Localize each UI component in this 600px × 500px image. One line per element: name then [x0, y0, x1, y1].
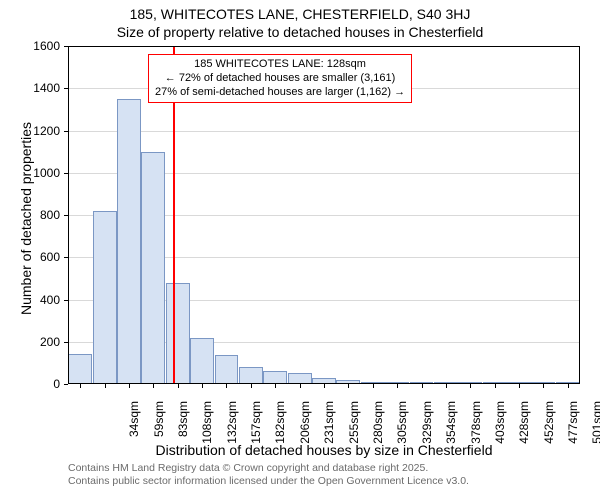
y-tick-label: 200	[20, 335, 60, 349]
attribution-line2: Contains public sector information licen…	[68, 475, 469, 488]
plot-area: 185 WHITECOTES LANE: 128sqm← 72% of deta…	[68, 46, 580, 384]
x-tick-mark	[495, 384, 496, 388]
x-tick-mark	[300, 384, 301, 388]
x-tick-mark	[446, 384, 447, 388]
x-tick-label: 132sqm	[225, 401, 239, 457]
y-tick-mark	[64, 257, 68, 258]
histogram-bar	[190, 338, 214, 384]
x-tick-label: 182sqm	[273, 401, 287, 457]
x-tick-mark	[275, 384, 276, 388]
y-tick-mark	[64, 215, 68, 216]
x-tick-mark	[373, 384, 374, 388]
x-tick-mark	[202, 384, 203, 388]
y-tick-label: 1200	[20, 124, 60, 138]
right-frame-line	[579, 46, 580, 384]
histogram-bar	[68, 354, 92, 384]
attribution-line1: Contains HM Land Registry data © Crown c…	[68, 462, 469, 475]
x-tick-mark	[470, 384, 471, 388]
annotation-line: ← 72% of detached houses are smaller (3,…	[155, 72, 405, 86]
x-tick-mark	[105, 384, 106, 388]
y-tick-label: 1000	[20, 166, 60, 180]
attribution-text: Contains HM Land Registry data © Crown c…	[68, 462, 469, 488]
x-tick-mark	[80, 384, 81, 388]
histogram-bar	[215, 355, 239, 384]
y-tick-mark	[64, 173, 68, 174]
x-tick-mark	[397, 384, 398, 388]
x-tick-label: 34sqm	[127, 401, 141, 457]
x-tick-mark	[251, 384, 252, 388]
y-tick-mark	[64, 300, 68, 301]
chart-title-line1: 185, WHITECOTES LANE, CHESTERFIELD, S40 …	[0, 6, 600, 22]
chart-title-line2: Size of property relative to detached ho…	[0, 24, 600, 40]
x-tick-label: 83sqm	[176, 401, 190, 457]
annotation-line: 27% of semi-detached houses are larger (…	[155, 86, 405, 100]
x-tick-label: 206sqm	[298, 401, 312, 457]
y-tick-label: 1600	[20, 39, 60, 53]
gridline	[68, 131, 580, 132]
y-tick-mark	[64, 46, 68, 47]
y-tick-mark	[64, 88, 68, 89]
x-tick-mark	[568, 384, 569, 388]
y-tick-mark	[64, 384, 68, 385]
x-tick-label: 403sqm	[493, 401, 507, 457]
x-tick-mark	[422, 384, 423, 388]
x-tick-label: 108sqm	[200, 401, 214, 457]
x-tick-mark	[129, 384, 130, 388]
x-tick-mark	[153, 384, 154, 388]
y-tick-label: 1400	[20, 81, 60, 95]
histogram-bar	[117, 99, 141, 384]
y-tick-label: 600	[20, 250, 60, 264]
x-tick-label: 329sqm	[420, 401, 434, 457]
x-tick-label: 354sqm	[444, 401, 458, 457]
x-tick-mark	[226, 384, 227, 388]
y-tick-mark	[64, 342, 68, 343]
x-tick-label: 280sqm	[371, 401, 385, 457]
x-tick-label: 378sqm	[469, 401, 483, 457]
x-tick-label: 501sqm	[590, 401, 600, 457]
x-tick-mark	[348, 384, 349, 388]
top-frame-line	[68, 46, 580, 47]
y-tick-label: 0	[20, 377, 60, 391]
annotation-box: 185 WHITECOTES LANE: 128sqm← 72% of deta…	[148, 54, 412, 103]
x-tick-mark	[324, 384, 325, 388]
x-tick-label: 255sqm	[347, 401, 361, 457]
y-axis-line	[68, 46, 69, 384]
x-tick-mark	[519, 384, 520, 388]
x-tick-mark	[178, 384, 179, 388]
y-tick-label: 800	[20, 208, 60, 222]
x-tick-label: 59sqm	[152, 401, 166, 457]
x-tick-label: 477sqm	[566, 401, 580, 457]
annotation-line: 185 WHITECOTES LANE: 128sqm	[155, 58, 405, 72]
x-tick-label: 428sqm	[517, 401, 531, 457]
x-tick-label: 157sqm	[249, 401, 263, 457]
histogram-bar	[166, 283, 190, 384]
x-tick-label: 305sqm	[395, 401, 409, 457]
y-tick-mark	[64, 131, 68, 132]
x-tick-label: 231sqm	[322, 401, 336, 457]
x-tick-mark	[543, 384, 544, 388]
histogram-bar	[93, 211, 117, 384]
histogram-bar	[141, 152, 165, 384]
y-tick-label: 400	[20, 293, 60, 307]
histogram-chart: 185, WHITECOTES LANE, CHESTERFIELD, S40 …	[0, 0, 600, 500]
histogram-bar	[239, 367, 263, 384]
x-tick-label: 452sqm	[542, 401, 556, 457]
